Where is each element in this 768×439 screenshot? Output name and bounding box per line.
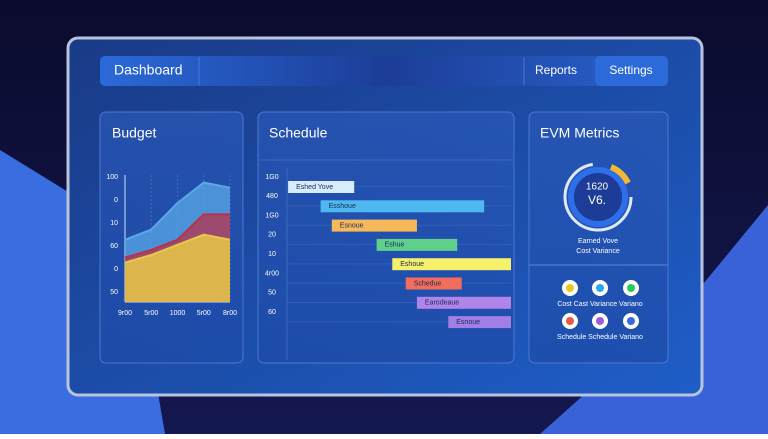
task-bar [392, 258, 511, 271]
row-label: 1G0 [265, 212, 278, 219]
card-title: Budget [112, 125, 156, 141]
x-label: 5r00 [197, 310, 211, 317]
task-label: Earodeaue [425, 300, 459, 307]
caption: Earned Vove [578, 238, 618, 245]
task-label: Eshoue [400, 261, 424, 268]
metric-label: Cost Cast Variance Variano [557, 301, 642, 308]
task-bar [448, 316, 511, 329]
line [124, 181, 231, 241]
nav-link[interactable]: Reports [535, 63, 577, 77]
nav-link[interactable]: Settings [609, 63, 652, 77]
row-label: 10 [268, 251, 276, 258]
task-label: Esnoue [456, 319, 480, 326]
nav-bar [100, 56, 668, 86]
decor [540, 205, 768, 434]
line [124, 233, 231, 264]
task-bar [376, 238, 458, 251]
evm-card [528, 111, 669, 364]
axis-label: 60 [110, 243, 118, 250]
row-label: 20 [268, 232, 276, 239]
settings-button[interactable] [595, 56, 668, 86]
task-bar [320, 200, 485, 213]
metric-icons [562, 280, 639, 329]
x-label: 5r00 [144, 310, 158, 317]
metric-label: Schedule Schedule Variano [557, 334, 643, 341]
axis-label: 100 [106, 174, 118, 181]
gauge-unit: V6. [588, 193, 606, 207]
task-bar [405, 277, 462, 290]
task-label: Eshed Yove [296, 184, 333, 191]
axis-label: 50 [110, 289, 118, 296]
axis-label: 10 [110, 220, 118, 227]
task-label: Eshue [385, 242, 405, 249]
nav-title[interactable]: Dashboard [114, 62, 183, 78]
axis-label: 0 [114, 266, 118, 273]
card-title: Schedule [269, 125, 328, 141]
axis-label: 0 [114, 197, 118, 204]
area [125, 234, 230, 302]
task-label: Schedue [414, 280, 442, 287]
gauge-value: 1620 [586, 182, 609, 193]
x-label: 8r00 [223, 310, 237, 317]
gauge [563, 162, 633, 232]
row-label: 480 [266, 193, 278, 200]
row-label: 60 [268, 309, 276, 316]
row-label: 50 [268, 290, 276, 297]
row-label: 4r00 [265, 270, 279, 277]
task-bar [331, 219, 417, 232]
task-label: Esshoue [329, 203, 356, 210]
task-bar [288, 181, 355, 193]
caption: Cost Variance [576, 248, 620, 255]
x-label: 1000 [170, 310, 186, 317]
card-title: EVM Metrics [540, 125, 619, 141]
task-bar [416, 296, 511, 309]
task-label: Esnoue [340, 222, 364, 229]
row-label: 1G0 [265, 174, 278, 181]
x-label: 9r00 [118, 310, 132, 317]
line [124, 213, 230, 259]
